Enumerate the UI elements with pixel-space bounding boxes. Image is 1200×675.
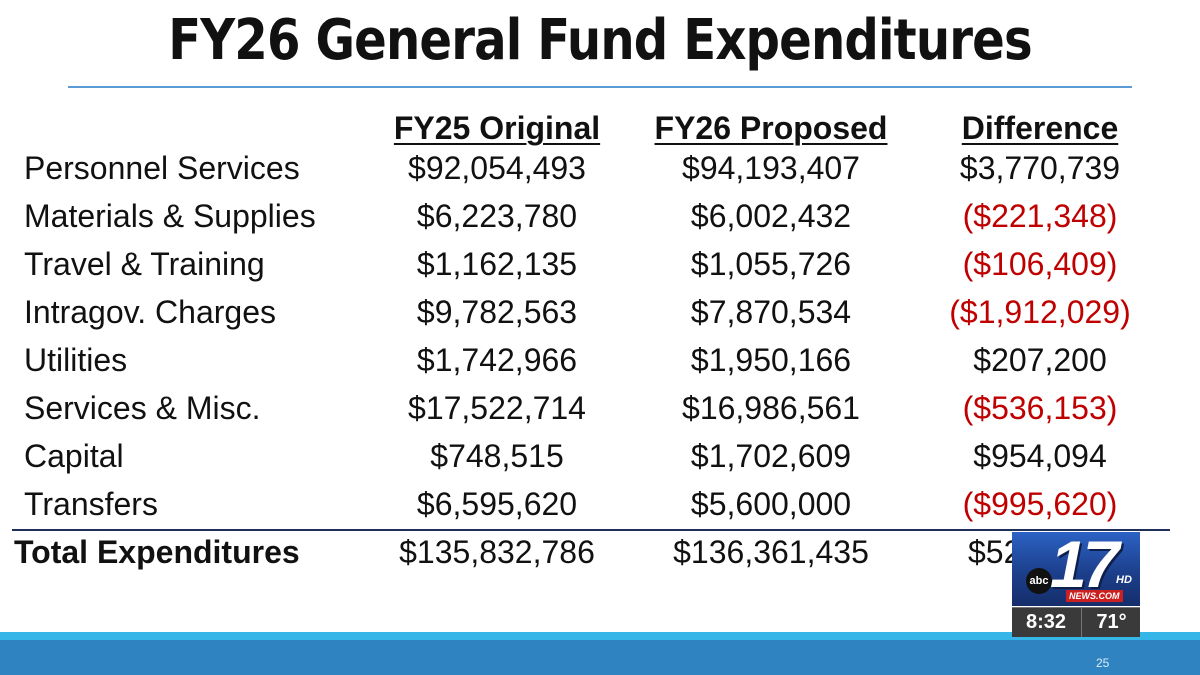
total-row: Total Expenditures $135,832,786 $136,361…: [0, 534, 1200, 582]
total-label: Total Expenditures: [14, 534, 300, 570]
total-divider: [12, 529, 1170, 531]
row-fy26: $94,193,407: [682, 150, 860, 186]
table-row: Intragov. Charges $9,782,563 $7,870,534 ($1…: [0, 294, 1200, 342]
column-header-difference: Difference: [961, 110, 1119, 146]
row-difference: $207,200: [973, 342, 1107, 378]
table-row: Materials & Supplies $6,223,780 $6,002,432…: [0, 198, 1200, 246]
row-fy26: $7,870,534: [690, 294, 852, 330]
row-fy25: $9,782,563: [416, 294, 578, 330]
channel-number: 17: [1050, 532, 1119, 601]
temperature: 71°: [1081, 608, 1141, 637]
column-header-fy26: FY26 Proposed: [654, 110, 888, 146]
row-fy26: $1,055,726: [690, 246, 852, 282]
row-fy26: $6,002,432: [690, 198, 852, 234]
table-row: Utilities $1,742,966 $1,950,166 $207,200: [0, 342, 1200, 390]
row-fy26: $1,950,166: [690, 342, 852, 378]
row-label: Capital: [24, 438, 124, 474]
row-fy26: $5,600,000: [690, 486, 852, 522]
footer-bar: [0, 640, 1200, 675]
row-fy26: $1,702,609: [690, 438, 852, 474]
row-label: Travel & Training: [24, 246, 265, 282]
row-fy25: $1,742,966: [416, 342, 578, 378]
total-fy26: $136,361,435: [673, 534, 869, 570]
time-temp-bar: 8:32 71°: [1012, 607, 1140, 637]
slide-title: FY26 General Fund Expenditures: [168, 8, 1032, 73]
row-fy25: $92,054,493: [408, 150, 586, 186]
hd-label: HD: [1116, 574, 1132, 586]
row-difference: ($995,620): [962, 486, 1118, 522]
table-row: Capital $748,515 $1,702,609 $954,094: [0, 438, 1200, 486]
table-row: Personnel Services $92,054,493 $94,193,407…: [0, 150, 1200, 198]
row-difference: $954,094: [973, 438, 1107, 474]
row-label: Utilities: [24, 342, 128, 378]
network-logo: abc: [1026, 568, 1052, 594]
station-logo: abc 17 HD NEWS.COM: [1012, 532, 1140, 606]
row-difference: ($1,912,029): [949, 294, 1131, 330]
row-fy25: $748,515: [430, 438, 564, 474]
row-difference: ($106,409): [962, 246, 1118, 282]
row-fy26: $16,986,561: [682, 390, 860, 426]
page-number: 25: [1096, 656, 1110, 670]
row-label: Transfers: [24, 486, 158, 522]
website-label: NEWS.COM: [1066, 590, 1123, 602]
total-fy25: $135,832,786: [399, 534, 595, 570]
column-header-fy25: FY25 Original: [393, 110, 601, 146]
footer-accent-line: [0, 632, 1200, 640]
row-label: Services & Misc.: [24, 390, 261, 426]
table-row: Travel & Training $1,162,135 $1,055,726 ($1…: [0, 246, 1200, 294]
row-difference: ($221,348): [962, 198, 1118, 234]
clock-time: 8:32: [1025, 611, 1067, 633]
row-fy25: $1,162,135: [416, 246, 578, 282]
row-fy25: $6,223,780: [416, 198, 578, 234]
row-difference: $3,770,739: [959, 150, 1121, 186]
row-label: Materials & Supplies: [24, 198, 316, 234]
station-bug: abc 17 HD NEWS.COM 8:32 71°: [1012, 532, 1140, 637]
title-divider: [68, 86, 1132, 88]
row-fy25: $6,595,620: [416, 486, 578, 522]
row-fy25: $17,522,714: [408, 390, 586, 426]
row-label: Intragov. Charges: [24, 294, 276, 330]
row-label: Personnel Services: [24, 150, 300, 186]
row-difference: ($536,153): [962, 390, 1118, 426]
table-row: Services & Misc. $17,522,714 $16,986,561 ($…: [0, 390, 1200, 438]
table-row: Transfers $6,595,620 $5,600,000 ($995,620): [0, 486, 1200, 534]
